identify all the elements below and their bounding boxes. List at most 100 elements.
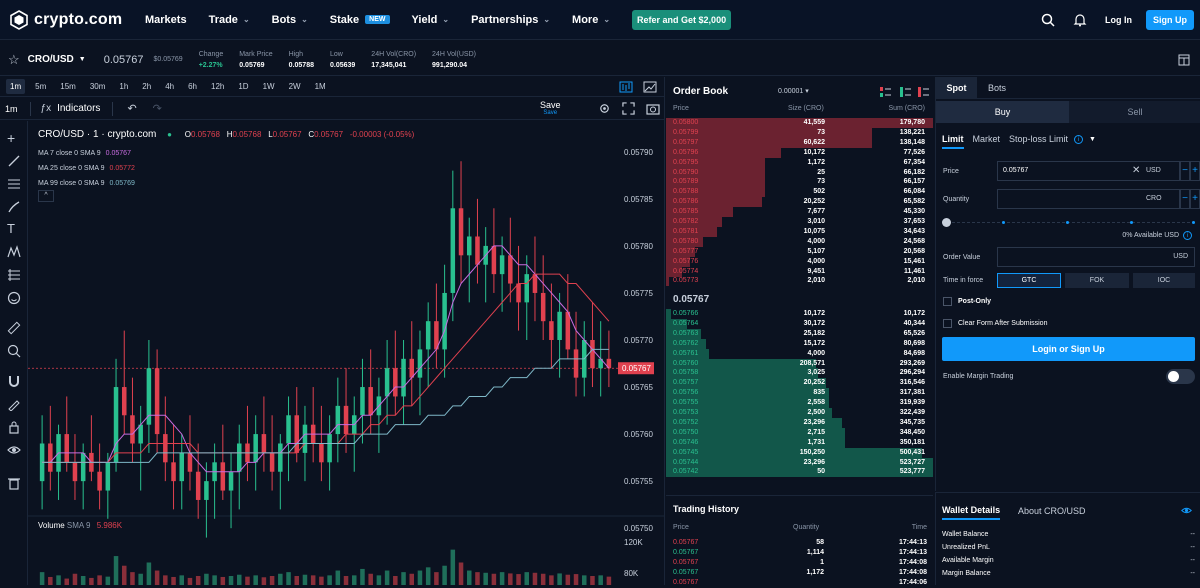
bid-row[interactable]: 0.05755 2,558 319,939 [666, 398, 933, 409]
sell-tab[interactable]: Sell [1069, 101, 1200, 123]
camera-icon[interactable] [646, 102, 660, 115]
crosshair-icon[interactable]: + [7, 130, 16, 146]
timeframe-1M[interactable]: 1M [314, 82, 326, 91]
fullscreen-icon[interactable] [622, 102, 635, 115]
available-info-icon[interactable]: i [1183, 231, 1192, 240]
bid-row[interactable]: 0.05744 23,296 523,727 [666, 457, 933, 468]
order-type-limit[interactable]: Limit [942, 134, 964, 149]
buy-tab[interactable]: Buy [936, 101, 1069, 123]
qty-minus-icon[interactable]: − [1180, 189, 1190, 209]
collapse-legend-icon[interactable]: ^ [38, 190, 54, 202]
info-icon[interactable]: i [1074, 134, 1084, 144]
timeframe-5m[interactable]: 5m [35, 82, 47, 91]
bid-row[interactable]: 0.05763 25,182 65,526 [666, 328, 933, 339]
zoom-icon[interactable] [7, 344, 21, 358]
ask-row[interactable]: 0.05800 41,559 179,780 [666, 118, 933, 128]
ask-row[interactable]: 0.05780 4,000 24,568 [666, 236, 933, 247]
pair-selector[interactable]: CRO/USD [27, 54, 74, 65]
indicators-icon[interactable]: ƒx [40, 103, 52, 114]
ask-row[interactable]: 0.05776 4,000 15,461 [666, 256, 933, 267]
book-both-icon[interactable] [880, 87, 891, 97]
settings-icon[interactable] [598, 102, 611, 115]
timeframe-2h[interactable]: 2h [142, 82, 152, 91]
emoji-icon[interactable] [7, 291, 21, 305]
timeframe-1D[interactable]: 1D [238, 82, 249, 91]
lock-drawing-icon[interactable] [7, 397, 21, 411]
quantity-slider[interactable] [942, 218, 1195, 228]
login-signup-button[interactable]: Login or Sign Up [942, 337, 1195, 361]
hide-balance-eye-icon[interactable] [1181, 506, 1192, 515]
indicators-button[interactable]: Indicators [57, 103, 101, 114]
caret-down-icon[interactable]: ▼ [78, 56, 86, 63]
candle-chart-icon[interactable] [619, 81, 633, 93]
ask-row[interactable]: 0.05795 1,172 67,354 [666, 157, 933, 168]
ask-row[interactable]: 0.05786 20,252 65,582 [666, 197, 933, 208]
nav-item-bots[interactable]: Bots ⌄ [272, 14, 308, 26]
bid-row[interactable]: 0.05756 835 317,381 [666, 388, 933, 399]
tif-gtc[interactable]: GTC [997, 273, 1061, 288]
trendline-icon[interactable] [7, 154, 21, 168]
bid-row[interactable]: 0.05760 208,571 293,269 [666, 358, 933, 369]
layout-icon[interactable] [1178, 54, 1190, 66]
nav-item-trade[interactable]: Trade ⌄ [209, 14, 250, 26]
timeframe-1W[interactable]: 1W [262, 82, 275, 91]
timeframe-1h[interactable]: 1h [119, 82, 129, 91]
bid-row[interactable]: 0.05764 30,172 40,344 [666, 318, 933, 329]
book-bids-icon[interactable] [900, 87, 911, 97]
nav-item-stake[interactable]: Stake NEW [330, 14, 390, 26]
horizontal-lines-icon[interactable] [7, 177, 21, 191]
qty-plus-icon[interactable]: + [1190, 189, 1200, 209]
timeframe-1m[interactable]: 1m [6, 79, 26, 94]
fib-icon[interactable] [7, 268, 21, 282]
clear-icon[interactable]: ✕ [1132, 165, 1141, 176]
bid-row[interactable]: 0.05752 23,296 345,735 [666, 417, 933, 428]
bid-row[interactable]: 0.05758 3,025 296,294 [666, 368, 933, 379]
ask-row[interactable]: 0.05782 3,010 37,653 [666, 217, 933, 227]
star-icon[interactable]: ☆ [8, 51, 20, 67]
lock-icon[interactable] [7, 420, 21, 434]
timeframe-12h[interactable]: 12h [211, 82, 225, 91]
ask-row[interactable]: 0.05785 7,677 45,330 [666, 207, 933, 218]
tif-ioc[interactable]: IOC [1133, 273, 1195, 288]
bid-row[interactable]: 0.05746 1,731 350,181 [666, 437, 933, 448]
text-tool-icon[interactable]: T [7, 221, 15, 236]
bid-row[interactable]: 0.05766 10,172 10,172 [666, 309, 933, 319]
bid-row[interactable]: 0.05745 150,250 500,431 [666, 447, 933, 458]
bell-icon[interactable] [1073, 13, 1087, 27]
order-type-stoploss[interactable]: Stop-loss Limit [1009, 134, 1069, 144]
ask-row[interactable]: 0.05796 10,172 77,526 [666, 147, 933, 158]
refer-button[interactable]: Refer and Get $2,000 [632, 9, 732, 30]
ask-row[interactable]: 0.05774 9,451 11,461 [666, 266, 933, 277]
price-plus-icon[interactable]: + [1190, 161, 1200, 181]
bid-row[interactable]: 0.05757 20,252 316,546 [666, 378, 933, 389]
signup-button[interactable]: Sign Up [1146, 10, 1194, 30]
ask-row[interactable]: 0.05788 502 66,084 [666, 187, 933, 198]
tab-spot[interactable]: Spot [936, 77, 977, 99]
precision-selector[interactable]: 0.00001 ▾ [778, 88, 809, 95]
login-link[interactable]: Log In [1105, 15, 1132, 25]
tif-fok[interactable]: FOK [1065, 273, 1129, 288]
undo-icon[interactable]: ↶ [127, 103, 137, 115]
bid-row[interactable]: 0.05742 50 523,777 [666, 467, 933, 478]
bid-row[interactable]: 0.05750 2,715 348,450 [666, 427, 933, 438]
redo-icon[interactable]: ↷ [152, 103, 162, 115]
nav-item-yield[interactable]: Yield ⌄ [412, 14, 450, 26]
ask-row[interactable]: 0.05777 5,107 20,568 [666, 246, 933, 257]
ask-row[interactable]: 0.05790 25 66,182 [666, 167, 933, 178]
post-only-checkbox[interactable] [943, 297, 952, 306]
order-type-market[interactable]: Market [972, 134, 1001, 144]
book-asks-icon[interactable] [918, 87, 929, 97]
pattern-icon[interactable] [7, 245, 21, 259]
search-icon[interactable] [1041, 13, 1055, 27]
timeframe-4h[interactable]: 4h [165, 82, 175, 91]
bid-row[interactable]: 0.05761 4,000 84,698 [666, 348, 933, 359]
save-button[interactable]: Save Save [540, 100, 561, 116]
order-type-caret-icon[interactable]: ▼ [1089, 135, 1096, 143]
nav-item-partnerships[interactable]: Partnerships ⌄ [471, 14, 550, 26]
depth-chart-icon[interactable] [643, 81, 657, 93]
interval-label[interactable]: 1m [5, 103, 18, 114]
ask-row[interactable]: 0.05789 73 66,157 [666, 177, 933, 188]
tab-bots[interactable]: Bots [988, 83, 1007, 93]
timeframe-6h[interactable]: 6h [188, 82, 197, 91]
quantity-input[interactable]: CRO [997, 189, 1180, 209]
